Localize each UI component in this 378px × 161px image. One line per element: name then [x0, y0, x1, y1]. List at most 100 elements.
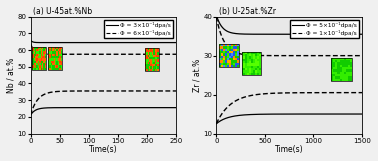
Bar: [229, 49, 231, 51]
Bar: [223, 44, 225, 46]
Bar: [251, 66, 253, 68]
Bar: [257, 71, 259, 73]
Bar: [43, 58, 45, 61]
Bar: [259, 73, 261, 75]
Bar: [223, 58, 225, 60]
Bar: [219, 56, 221, 58]
Bar: [237, 63, 239, 65]
Bar: [219, 46, 221, 49]
Bar: [247, 56, 249, 59]
Bar: [41, 63, 42, 65]
Bar: [331, 67, 333, 69]
Bar: [45, 58, 46, 61]
Bar: [344, 58, 346, 60]
Bar: [331, 58, 333, 60]
Bar: [331, 60, 333, 62]
Bar: [245, 59, 247, 61]
Bar: [153, 59, 155, 62]
Bar: [145, 55, 146, 57]
Bar: [50, 49, 51, 51]
Bar: [35, 58, 36, 61]
Bar: [55, 68, 56, 70]
Bar: [229, 51, 231, 53]
Bar: [331, 74, 333, 76]
Bar: [243, 71, 245, 73]
Bar: [257, 56, 259, 59]
Bar: [259, 54, 261, 56]
Bar: [156, 55, 158, 57]
Bar: [43, 68, 45, 70]
Bar: [153, 55, 155, 57]
Bar: [58, 47, 59, 49]
Bar: [48, 65, 50, 68]
Bar: [148, 59, 149, 62]
Bar: [60, 56, 62, 58]
Bar: [335, 76, 338, 79]
Bar: [350, 74, 352, 76]
Bar: [36, 51, 38, 54]
Bar: [335, 62, 338, 65]
Bar: [59, 63, 60, 65]
Bar: [344, 72, 346, 74]
Bar: [158, 62, 159, 64]
Bar: [41, 65, 42, 68]
Bar: [36, 56, 38, 58]
Bar: [155, 48, 156, 50]
Bar: [60, 47, 62, 49]
Bar: [227, 56, 229, 58]
Bar: [225, 58, 227, 60]
Bar: [150, 50, 152, 52]
Bar: [229, 58, 231, 60]
Bar: [43, 56, 45, 58]
Bar: [145, 64, 146, 66]
Bar: [152, 62, 153, 64]
Bar: [41, 51, 42, 54]
Bar: [58, 65, 59, 68]
Bar: [145, 48, 159, 71]
Bar: [225, 53, 227, 56]
Bar: [145, 69, 146, 71]
Bar: [219, 49, 221, 51]
Bar: [56, 56, 58, 58]
Bar: [344, 76, 346, 79]
Bar: [223, 53, 225, 56]
Bar: [221, 49, 223, 51]
Bar: [145, 62, 146, 64]
Bar: [59, 54, 60, 56]
Bar: [255, 56, 257, 59]
Bar: [346, 67, 348, 69]
Bar: [223, 46, 225, 49]
Bar: [59, 58, 60, 61]
Bar: [253, 68, 255, 71]
Bar: [335, 60, 338, 62]
Bar: [249, 61, 251, 63]
Bar: [225, 51, 227, 53]
Bar: [338, 62, 339, 65]
Bar: [45, 68, 46, 70]
Bar: [342, 69, 344, 72]
Bar: [156, 48, 158, 50]
Bar: [229, 60, 231, 63]
Bar: [155, 55, 156, 57]
Bar: [150, 52, 152, 55]
Bar: [34, 54, 35, 56]
Bar: [348, 69, 350, 72]
Bar: [38, 68, 39, 70]
Bar: [48, 54, 50, 56]
Bar: [249, 66, 251, 68]
Bar: [45, 61, 46, 63]
Bar: [249, 54, 251, 56]
Bar: [237, 49, 239, 51]
Bar: [247, 73, 249, 75]
Bar: [35, 68, 36, 70]
Bar: [149, 50, 150, 52]
Bar: [146, 64, 148, 66]
Bar: [344, 65, 346, 67]
Bar: [348, 79, 350, 81]
Bar: [223, 65, 225, 67]
Bar: [34, 51, 35, 54]
Bar: [51, 58, 52, 61]
Bar: [227, 63, 229, 65]
Bar: [60, 58, 62, 61]
Bar: [56, 49, 58, 51]
